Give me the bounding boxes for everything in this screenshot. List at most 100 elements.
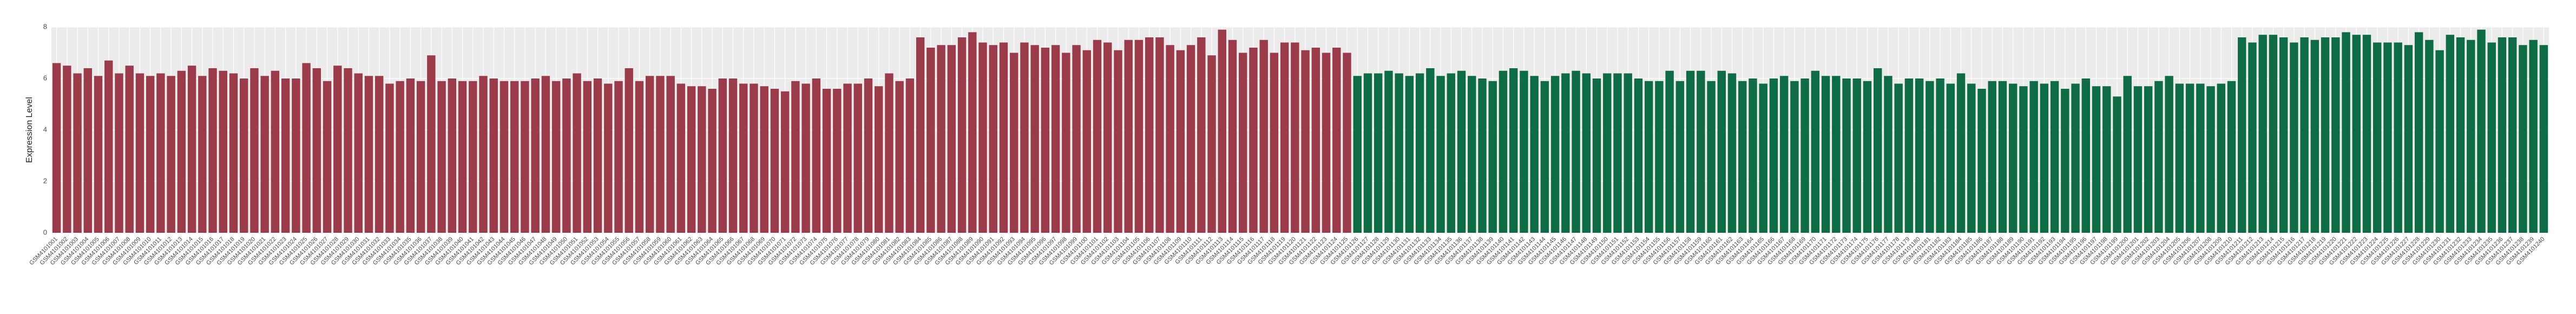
bar — [94, 76, 103, 233]
bar — [2342, 32, 2350, 233]
bar — [1749, 78, 1757, 233]
bar — [780, 91, 790, 233]
bar — [354, 73, 363, 233]
bar — [1800, 78, 1809, 233]
bar — [1686, 70, 1695, 233]
bar — [1051, 45, 1060, 233]
bar — [1530, 76, 1539, 233]
bar — [1155, 37, 1164, 233]
bar — [2071, 83, 2080, 233]
bar — [2258, 35, 2267, 233]
bar — [2154, 81, 2163, 233]
bar — [822, 89, 831, 233]
bar — [83, 68, 92, 233]
bar — [801, 83, 810, 233]
bar — [208, 68, 217, 233]
bar — [1322, 53, 1331, 233]
bar — [260, 76, 269, 233]
bar — [1114, 50, 1122, 233]
bar — [198, 76, 207, 233]
bar — [573, 73, 581, 233]
bar — [947, 45, 956, 233]
bar — [926, 48, 935, 233]
bar — [323, 81, 332, 233]
bar — [1655, 81, 1664, 233]
bar — [2009, 83, 2018, 233]
bar — [1468, 76, 1476, 233]
bar — [1988, 81, 1996, 233]
bar — [1499, 70, 1508, 233]
bar — [2061, 89, 2069, 233]
bar — [2081, 78, 2090, 233]
bar — [2446, 35, 2455, 233]
bar — [489, 78, 498, 233]
bar — [1852, 78, 1861, 233]
bar — [1665, 70, 1674, 233]
bar — [614, 81, 623, 233]
bar — [2310, 40, 2319, 233]
bar — [146, 76, 155, 233]
bar — [187, 66, 196, 233]
bar — [1280, 42, 1289, 233]
bar — [1926, 81, 1934, 233]
bar — [1842, 78, 1851, 233]
bar — [219, 70, 227, 233]
bar — [73, 73, 82, 233]
bar — [292, 78, 300, 233]
bar — [344, 68, 352, 233]
bar — [1884, 76, 1892, 233]
bar — [375, 76, 384, 233]
bar — [1550, 76, 1560, 233]
y-axis-title: Expression Level — [25, 97, 34, 163]
bar — [1218, 29, 1226, 233]
bar — [978, 42, 987, 233]
bar — [2373, 42, 2382, 233]
bar — [2196, 83, 2205, 233]
bar — [968, 32, 977, 233]
bar — [2508, 37, 2517, 233]
bar — [2352, 35, 2361, 233]
bar — [281, 78, 290, 233]
y-tick-label: 8 — [43, 22, 47, 30]
bar — [1426, 68, 1435, 233]
bar — [666, 76, 675, 233]
bar — [333, 66, 342, 233]
bar — [1166, 45, 1174, 233]
bar — [1124, 40, 1133, 233]
bar — [2435, 50, 2444, 233]
bar — [1707, 81, 1716, 233]
bar — [2362, 35, 2371, 233]
bar — [2529, 40, 2538, 233]
bar — [2238, 37, 2246, 233]
bar — [1779, 76, 1789, 233]
bar — [1436, 76, 1445, 233]
bar — [728, 78, 738, 233]
bar — [698, 86, 706, 233]
bar — [396, 81, 404, 233]
bar — [240, 78, 248, 233]
bar — [115, 73, 123, 233]
bar — [1030, 45, 1039, 233]
bar — [1821, 76, 1830, 233]
bar — [1509, 68, 1518, 233]
bar — [916, 37, 925, 233]
bar — [551, 81, 561, 233]
bar — [521, 81, 529, 233]
bar — [1134, 40, 1144, 233]
bar — [1384, 70, 1393, 233]
bar — [750, 83, 758, 233]
bar — [635, 81, 644, 233]
bar — [2290, 42, 2298, 233]
bar — [687, 86, 696, 233]
bar — [1540, 81, 1549, 233]
bar — [2425, 40, 2434, 233]
bar — [1405, 76, 1414, 233]
y-tick-label: 2 — [43, 176, 47, 185]
bar — [739, 83, 748, 233]
bar — [1374, 73, 1383, 233]
bar — [1697, 70, 1705, 233]
bar — [1270, 53, 1279, 233]
bar — [2248, 42, 2257, 233]
bar — [312, 68, 321, 233]
bar — [500, 81, 509, 233]
